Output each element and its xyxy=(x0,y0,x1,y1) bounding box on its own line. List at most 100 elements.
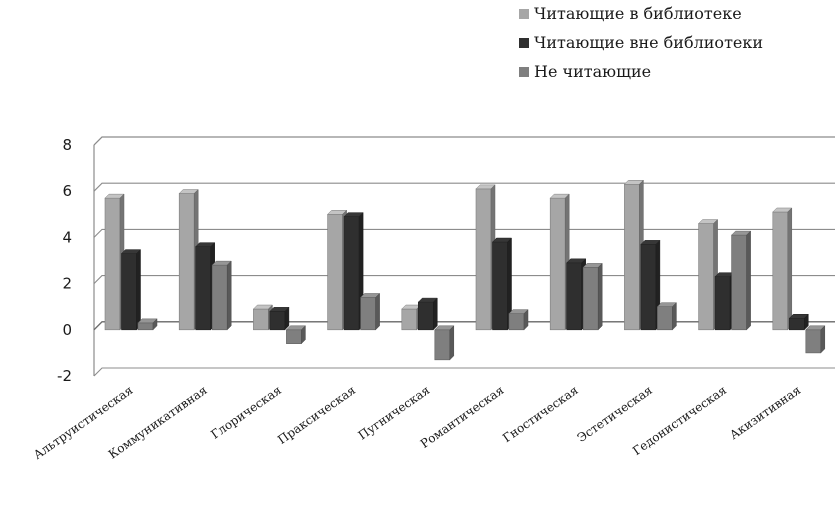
gridline xyxy=(93,228,835,238)
legend-swatch xyxy=(519,67,529,77)
bar xyxy=(359,292,381,331)
bar-front xyxy=(121,253,137,331)
bar xyxy=(697,218,719,331)
bar xyxy=(104,193,125,331)
y-tick-label: -2 xyxy=(57,367,72,385)
bar-front xyxy=(343,216,360,331)
bar xyxy=(211,260,232,331)
bar-front xyxy=(772,211,789,331)
bar-side xyxy=(301,325,306,345)
bar xyxy=(178,188,199,331)
bar xyxy=(343,212,364,331)
legend-label: Читающие в библиотеке xyxy=(534,4,742,23)
bar xyxy=(656,302,678,331)
bar xyxy=(120,248,142,331)
bar-side xyxy=(523,309,529,331)
bar xyxy=(640,239,661,331)
plot-frame-top xyxy=(93,136,835,146)
bar xyxy=(475,184,496,331)
bar-front xyxy=(137,322,154,331)
bar xyxy=(805,325,826,354)
bar-side xyxy=(820,325,826,354)
bar-front xyxy=(640,244,657,331)
legend-item: Не читающие xyxy=(519,62,651,81)
bar-side xyxy=(787,207,793,331)
legend-swatch xyxy=(519,9,529,19)
bar xyxy=(549,193,570,331)
bar-side xyxy=(672,302,677,331)
legend-label: Не читающие xyxy=(534,62,651,81)
bar xyxy=(434,325,455,361)
x-axis: АльтруистическаяКоммуникативнаяГлорическ… xyxy=(31,383,803,462)
x-tick-label: Глорическая xyxy=(208,383,284,442)
bar-front xyxy=(327,214,343,331)
y-tick-label: 4 xyxy=(62,228,72,246)
bar xyxy=(252,304,274,331)
y-tick-label: 8 xyxy=(62,136,72,154)
bar-front xyxy=(492,241,508,331)
bar-front xyxy=(104,197,121,331)
bar-side xyxy=(375,292,380,331)
bar xyxy=(623,179,645,331)
y-axis: -2 0 2 4 6 8 xyxy=(57,136,72,385)
bar-front xyxy=(195,246,211,331)
bar xyxy=(269,306,290,331)
bar xyxy=(566,258,587,331)
bar-side xyxy=(597,262,603,331)
bar xyxy=(772,207,793,331)
bar-front xyxy=(434,329,451,361)
bar-front xyxy=(178,193,195,331)
bar-front xyxy=(549,197,566,331)
bar-side xyxy=(226,260,232,331)
bar-front xyxy=(582,267,599,331)
bar-front xyxy=(417,301,434,331)
bar xyxy=(195,242,216,331)
bar xyxy=(417,297,438,331)
bar-side xyxy=(136,248,141,331)
bar-front xyxy=(360,297,376,331)
bar-front xyxy=(286,329,302,344)
bar-front xyxy=(508,313,525,331)
x-tick-label: Праксическая xyxy=(275,383,358,447)
gridline xyxy=(93,182,835,192)
legend-swatch xyxy=(519,38,529,48)
gridline xyxy=(93,136,835,146)
x-tick-label: Пугническая xyxy=(356,383,433,443)
x-tick-label: Гностическая xyxy=(500,383,581,445)
y-tick-label: 0 xyxy=(62,321,72,339)
y-tick-label: 2 xyxy=(62,275,72,293)
bar-front xyxy=(253,308,269,331)
bar-front xyxy=(566,262,583,331)
bar-side xyxy=(152,318,158,331)
bar xyxy=(730,230,752,331)
bar-front xyxy=(714,276,731,331)
bar xyxy=(582,262,603,331)
bar-front xyxy=(805,329,822,354)
bar-front xyxy=(698,223,714,331)
bar xyxy=(285,325,307,345)
legend-item: Читающие в библиотеке xyxy=(519,4,742,23)
y-tick-label: 6 xyxy=(62,182,72,200)
bar-front xyxy=(269,311,286,331)
bar-front xyxy=(475,188,492,331)
legend: Читающие в библиотеке Читающие вне библио… xyxy=(519,4,763,81)
bar-side xyxy=(449,325,455,361)
bar xyxy=(326,209,348,331)
bar xyxy=(137,318,158,331)
bar-side xyxy=(284,306,290,331)
gridline xyxy=(93,367,835,377)
bar-front xyxy=(788,317,805,331)
bar xyxy=(788,313,809,331)
x-tick-label: Акизитивная xyxy=(727,383,803,442)
legend-item: Читающие вне библиотеки xyxy=(519,33,763,52)
bar xyxy=(401,304,422,331)
bar-front xyxy=(211,264,228,331)
bar xyxy=(508,309,529,331)
bar-side xyxy=(433,297,438,331)
bars xyxy=(104,179,826,361)
legend-label: Читающие вне библиотеки xyxy=(534,33,763,52)
bar-front xyxy=(401,308,418,331)
bar-front xyxy=(731,234,747,331)
bar-front xyxy=(657,306,673,331)
x-tick-label: Эстетическая xyxy=(575,383,655,445)
